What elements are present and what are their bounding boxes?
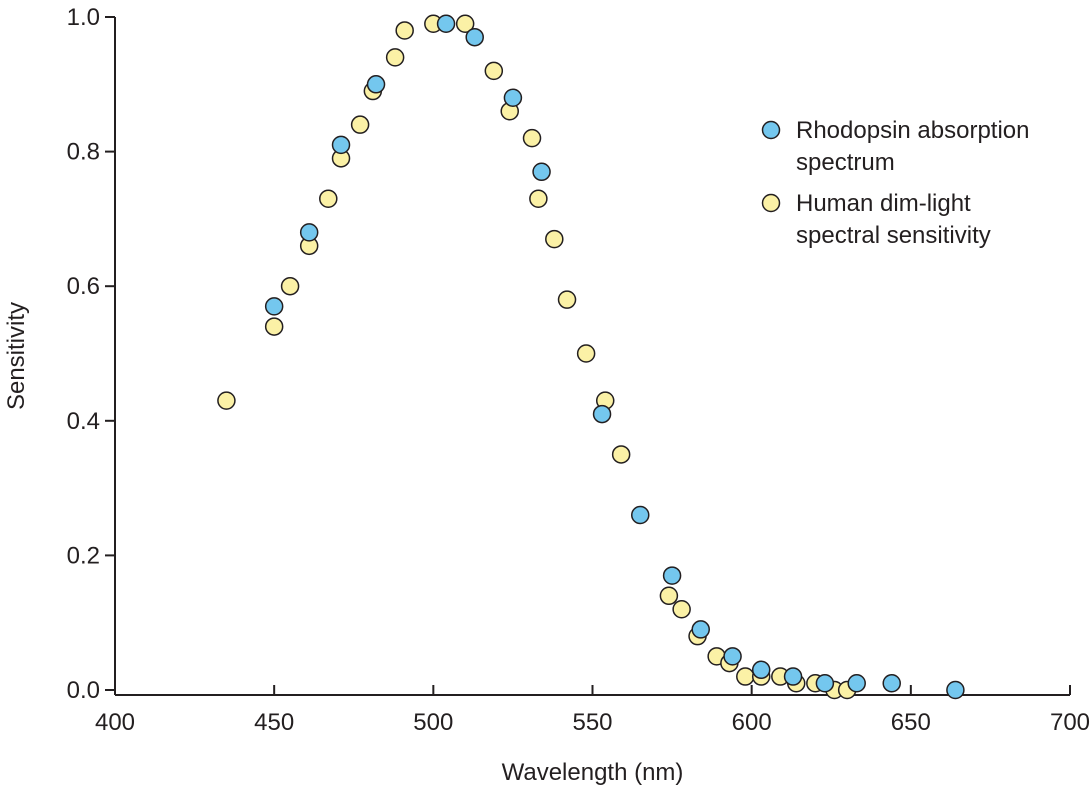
data-point [264, 317, 284, 336]
x-tick-label: 400 [95, 709, 135, 736]
data-point [815, 674, 835, 693]
data-point [557, 290, 577, 309]
data-point [465, 27, 484, 47]
legend-marker [761, 120, 781, 140]
y-tick-label: 0.2 [67, 542, 100, 569]
x-tick-label: 700 [1050, 709, 1090, 736]
y-tick-label: 0.6 [67, 273, 100, 300]
legend-marker [761, 193, 781, 213]
data-point [366, 75, 386, 94]
y-axis-title: Sensitivity [3, 302, 30, 410]
data-point [662, 566, 682, 585]
data-point [691, 620, 710, 639]
y-tick-label: 0.0 [67, 677, 100, 704]
legend-label: spectrum [796, 149, 895, 176]
y-tick-label: 1.0 [67, 4, 100, 31]
x-tick-label: 550 [572, 709, 612, 736]
y-axis-ticks: 0.0 0.2 0.4 0.6 0.8 1.0 [67, 4, 115, 704]
legend-label: spectral sensitivity [796, 222, 991, 249]
data-point [545, 229, 564, 249]
data-point [672, 599, 691, 619]
data-point [751, 660, 771, 680]
data-point [631, 505, 650, 525]
data-point [385, 48, 405, 67]
legend-label: Human dim-light [796, 190, 971, 217]
data-point [280, 276, 300, 296]
y-tick-label: 0.8 [67, 139, 100, 166]
data-point [522, 128, 542, 148]
data-point [611, 445, 631, 464]
data-point [736, 667, 755, 686]
data-point [319, 189, 338, 208]
data-point [503, 88, 523, 108]
data-point [529, 189, 548, 208]
data-point [217, 391, 236, 410]
y-tick-label: 0.4 [67, 408, 100, 435]
data-point [946, 680, 965, 700]
x-tick-label: 600 [732, 709, 772, 736]
data-point [436, 14, 456, 33]
data-point [299, 223, 319, 242]
data-point [783, 667, 803, 686]
data-point [592, 404, 612, 424]
data-point [659, 586, 679, 606]
data-point [350, 115, 370, 134]
data-point [723, 647, 742, 666]
data-points [217, 14, 965, 700]
data-point [532, 162, 551, 182]
legend: Rhodopsin absorption spectrum Human dim-li… [761, 117, 1030, 249]
x-tick-label: 650 [891, 709, 931, 736]
data-point [484, 61, 504, 81]
legend-label: Rhodopsin absorption [796, 117, 1030, 144]
x-axis-title: Wavelength (nm) [502, 759, 684, 786]
data-point [847, 674, 866, 693]
data-point [395, 21, 414, 40]
x-tick-label: 500 [413, 709, 453, 736]
data-point [264, 297, 284, 316]
data-point [882, 674, 901, 693]
data-point [331, 135, 351, 155]
x-tick-label: 450 [254, 709, 294, 736]
data-point [576, 344, 596, 363]
data-point [455, 14, 475, 33]
x-axis-ticks: 400 450 500 550 600 650 700 [95, 685, 1090, 736]
